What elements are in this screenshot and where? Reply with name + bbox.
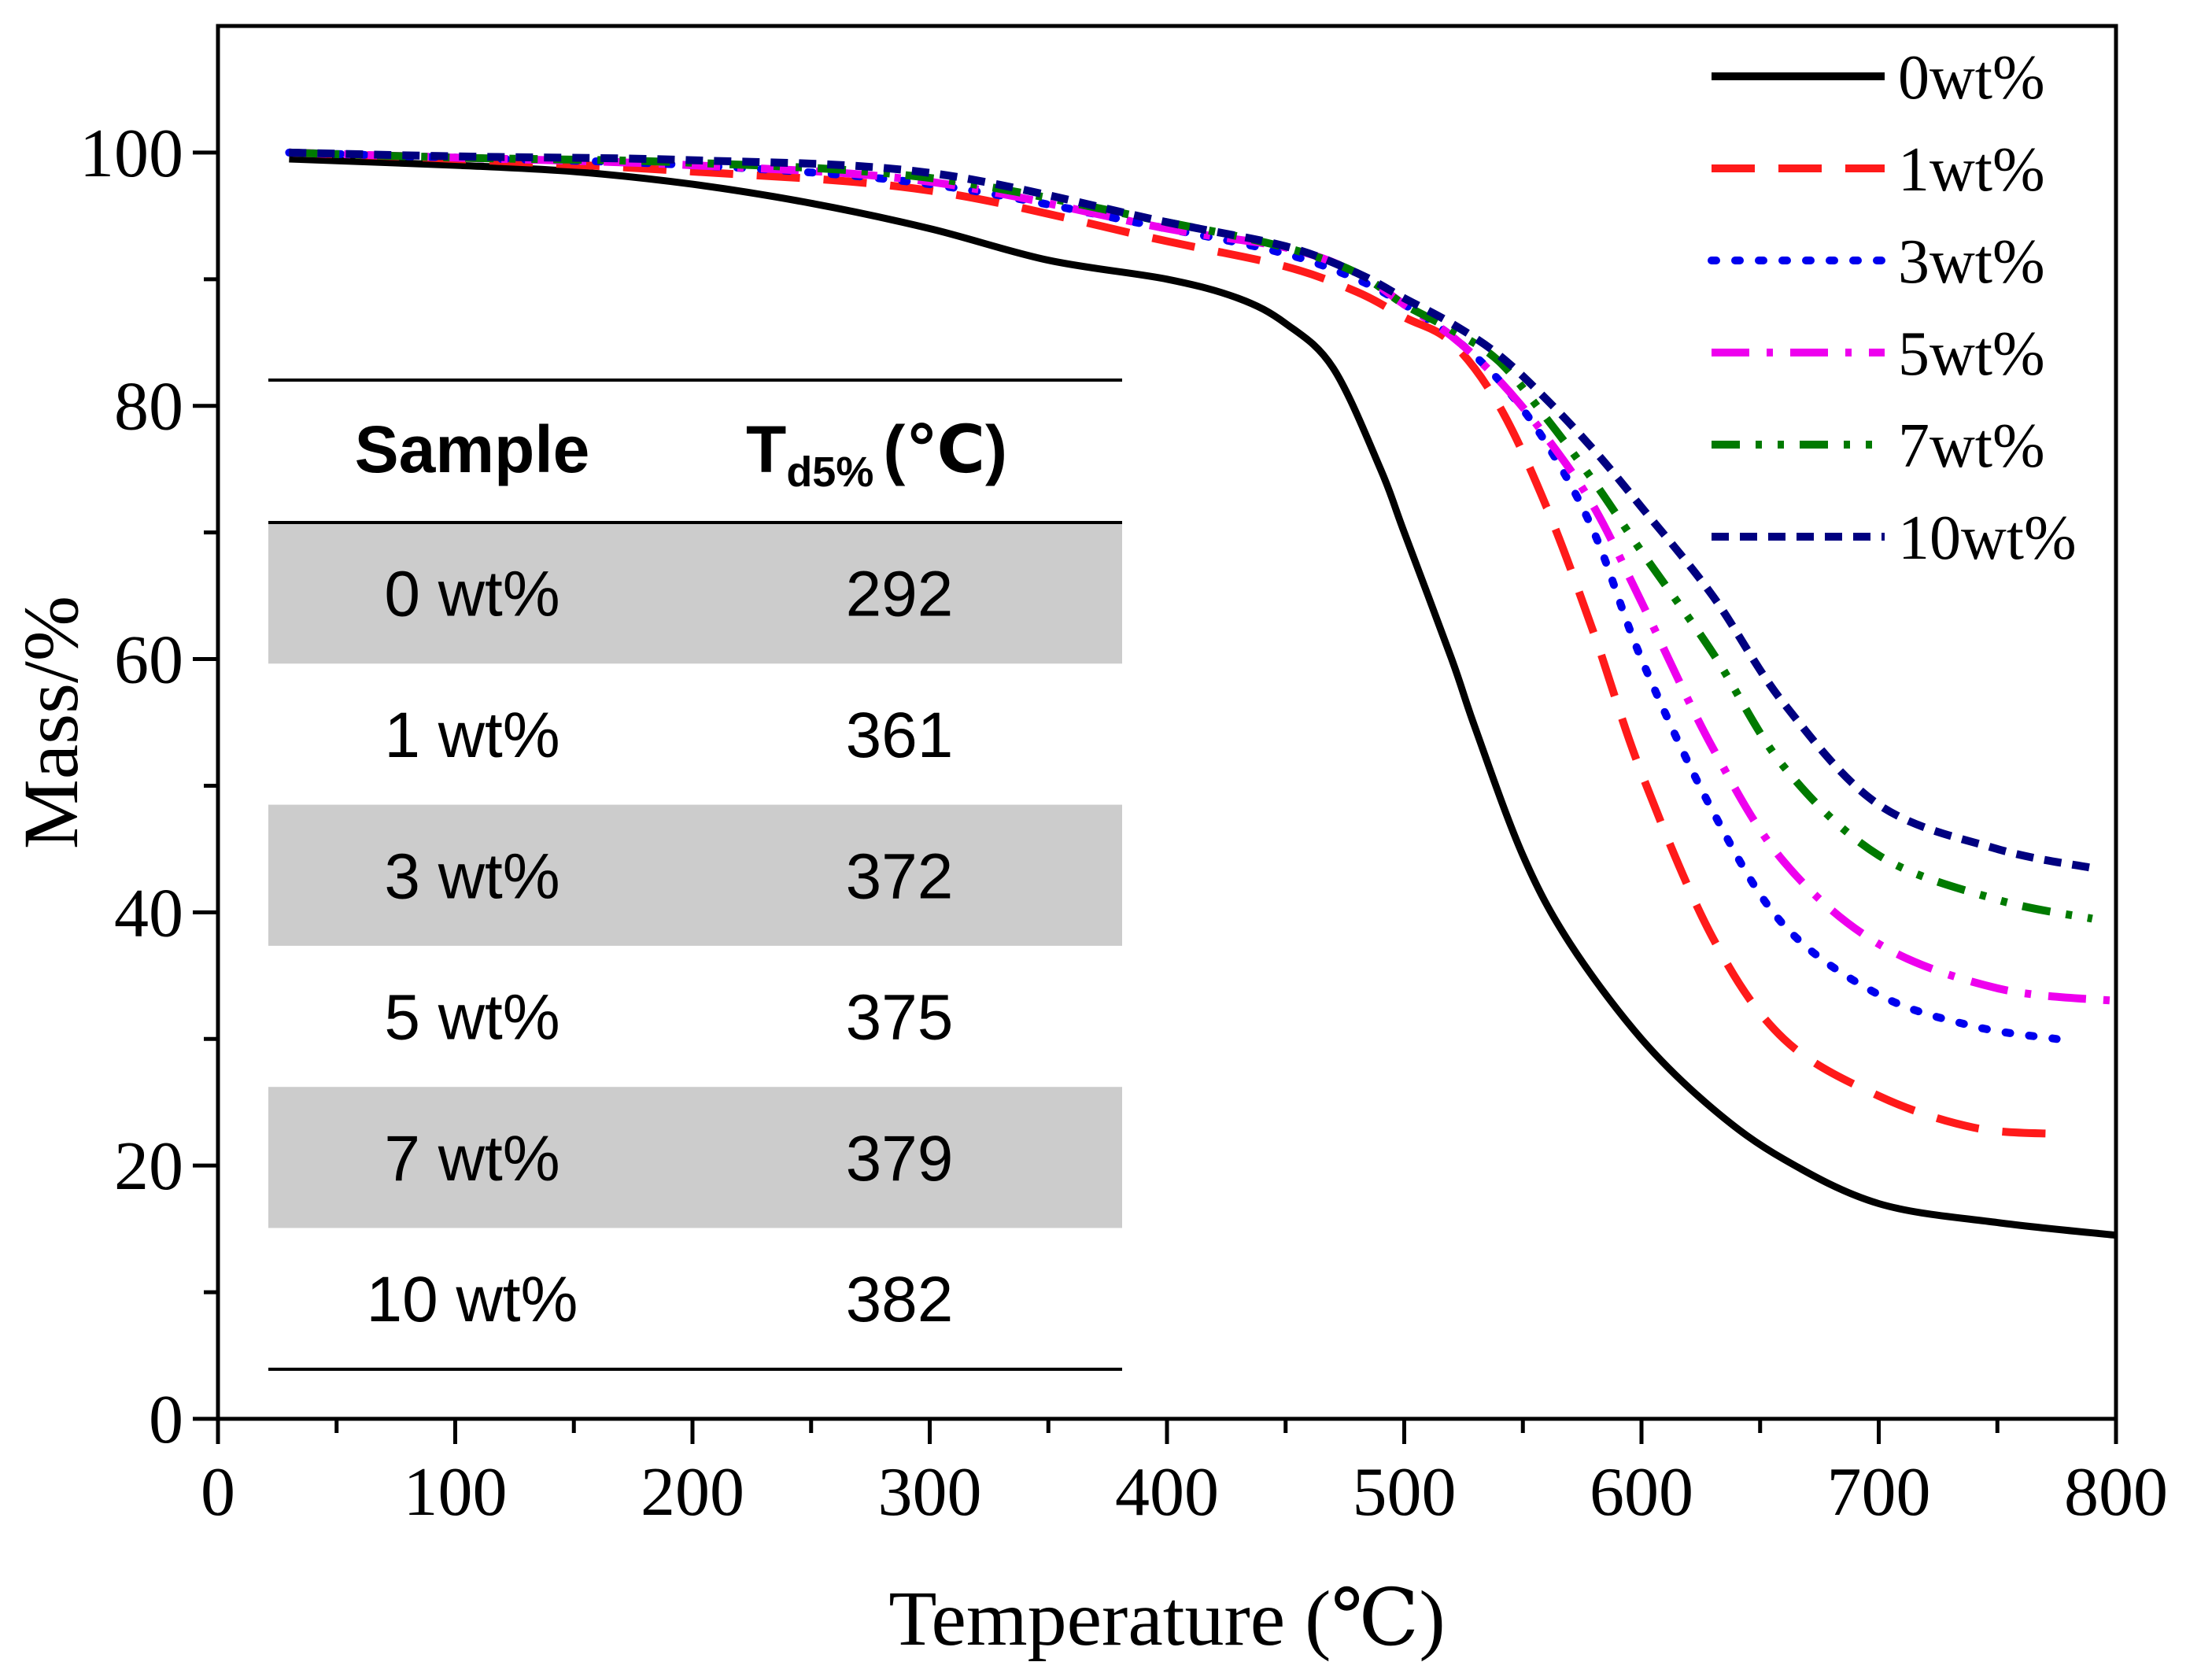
- x-tick-label: 300: [878, 1454, 982, 1531]
- legend: 0wt% 1wt% 3wt% 5wt% 7wt% 10wt%: [1708, 43, 2077, 573]
- table-cell-sample: 5 wt%: [384, 982, 559, 1054]
- table-cell-sample: 1 wt%: [384, 700, 559, 771]
- table-header-temp-subscript: d5%: [786, 449, 873, 496]
- table-cell-temp: 361: [846, 700, 954, 771]
- legend-label: 7wt%: [1898, 412, 2045, 481]
- y-axis-title: Mass/%: [7, 596, 94, 849]
- x-tick-label: 200: [641, 1454, 744, 1531]
- table-cell-sample: 10 wt%: [367, 1264, 578, 1335]
- x-tick-label: 100: [404, 1454, 508, 1531]
- series-line-5wtpct: [289, 148, 2117, 1005]
- x-tick-label: 0: [201, 1454, 235, 1531]
- series-line-1wtpct: [289, 148, 2057, 1138]
- x-tick-label: 800: [2064, 1454, 2168, 1531]
- tick-labels: 0 100 200 300 400 500 600 700 800 0 20 40 60 80 100: [79, 116, 2168, 1531]
- legend-label: 10wt%: [1898, 504, 2077, 573]
- legend-label: 1wt%: [1898, 135, 2045, 205]
- y-tick-label: 60: [114, 622, 183, 699]
- x-tick-label: 500: [1353, 1454, 1457, 1531]
- y-tick-label: 40: [114, 875, 183, 951]
- inset-table: Sample Td5% (℃) 0 wt% 292 1 wt% 361 3 wt% 372 5 w…: [268, 379, 1122, 1371]
- legend-label: 3wt%: [1898, 227, 2045, 297]
- legend-label: 0wt%: [1898, 43, 2045, 113]
- series-lines: [285, 148, 2117, 1239]
- axis-ticks: [193, 150, 2118, 1444]
- y-tick-label: 20: [114, 1128, 183, 1205]
- y-tick-label: 80: [114, 369, 183, 445]
- y-tick-label: 0: [149, 1382, 183, 1458]
- table-header-temp-symbol: T: [746, 412, 786, 486]
- x-tick-label: 700: [1827, 1454, 1931, 1531]
- table-row-shade: [268, 804, 1122, 946]
- y-tick-label: 100: [79, 116, 183, 192]
- legend-label: 5wt%: [1898, 319, 2045, 389]
- x-tick-label: 600: [1590, 1454, 1693, 1531]
- table-header-sample: Sample: [355, 412, 590, 486]
- table-cell-sample: 3 wt%: [384, 840, 559, 912]
- table-header-temp-unit: (℃): [883, 412, 1007, 486]
- table-header-temp: Td5% (℃): [746, 412, 1007, 496]
- table-cell-temp: 372: [846, 840, 954, 912]
- series-line-7wtpct: [289, 148, 2093, 923]
- series-line-0wtpct: [289, 155, 2117, 1239]
- x-tick-label: 400: [1115, 1454, 1219, 1531]
- series-line-3wtpct: [285, 148, 2061, 1043]
- table-cell-temp: 375: [846, 982, 954, 1054]
- table-cell-temp: 379: [846, 1123, 954, 1195]
- table-row-shade: [268, 523, 1122, 664]
- table-cell-temp: 382: [846, 1264, 954, 1335]
- plot-frame: [216, 24, 2118, 1421]
- table-cell-sample: 7 wt%: [384, 1123, 559, 1195]
- x-axis-title: Temperature (℃): [888, 1575, 1445, 1662]
- table-row-shade: [268, 1087, 1122, 1228]
- table-cell-sample: 0 wt%: [384, 559, 559, 630]
- table-cell-temp: 292: [846, 559, 954, 630]
